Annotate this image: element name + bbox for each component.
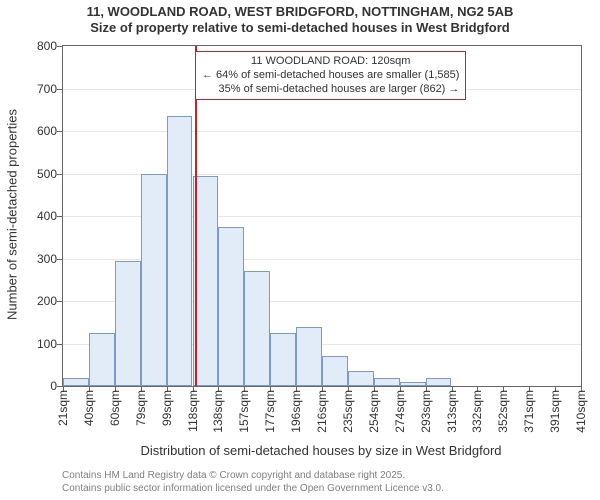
y-tick-label: 400 <box>37 209 63 223</box>
x-tick-label: 352sqm <box>496 390 510 433</box>
histogram-chart: 010020030040050060070080021sqm40sqm60sqm… <box>62 45 582 387</box>
x-tick-label: 118sqm <box>186 390 200 432</box>
x-tick-label: 274sqm <box>393 390 407 433</box>
histogram-bar <box>244 271 270 386</box>
x-tick-label: 177sqm <box>263 390 277 433</box>
histogram-bar <box>426 378 452 386</box>
annotation-line: 35% of semi-detached houses are larger (… <box>202 83 459 97</box>
attribution-line2: Contains public sector information licen… <box>62 483 444 496</box>
attribution-line1: Contains HM Land Registry data © Crown c… <box>62 470 444 483</box>
x-tick-label: 99sqm <box>160 390 174 426</box>
x-tick-label: 332sqm <box>470 390 484 433</box>
y-tick-label: 800 <box>37 39 63 53</box>
x-tick-label: 40sqm <box>82 390 96 426</box>
annotation-box: 11 WOODLAND ROAD: 120sqm← 64% of semi-de… <box>195 51 466 100</box>
y-tick-label: 300 <box>37 252 63 266</box>
x-tick-label: 216sqm <box>315 390 329 433</box>
attribution-footer: Contains HM Land Registry data © Crown c… <box>62 470 444 495</box>
x-tick-label: 138sqm <box>211 390 225 433</box>
x-tick-label: 235sqm <box>341 390 355 433</box>
y-tick-label: 100 <box>37 337 63 351</box>
x-tick-label: 157sqm <box>237 390 251 433</box>
histogram-bar <box>348 371 374 386</box>
x-tick-label: 254sqm <box>367 390 381 433</box>
chart-title-line1: 11, WOODLAND ROAD, WEST BRIDGFORD, NOTTI… <box>0 4 600 20</box>
histogram-bar <box>322 356 348 386</box>
x-tick-label: 60sqm <box>108 390 122 426</box>
x-tick-label: 391sqm <box>548 390 562 433</box>
x-tick-label: 79sqm <box>134 390 148 426</box>
x-tick-label: 313sqm <box>445 390 459 433</box>
chart-title-line2: Size of property relative to semi-detach… <box>0 20 600 36</box>
histogram-bar <box>167 116 193 386</box>
plot-area: 010020030040050060070080021sqm40sqm60sqm… <box>63 46 581 386</box>
histogram-bar <box>115 261 141 386</box>
histogram-bar <box>270 333 296 386</box>
histogram-bar <box>374 378 400 386</box>
histogram-bar <box>400 382 426 386</box>
histogram-bar <box>89 333 115 386</box>
x-tick-label: 410sqm <box>574 390 588 433</box>
y-tick-label: 700 <box>37 82 63 96</box>
x-tick-label: 196sqm <box>289 390 303 433</box>
histogram-bar <box>218 227 244 386</box>
x-tick-label: 371sqm <box>522 390 536 433</box>
y-tick-label: 600 <box>37 124 63 138</box>
y-tick-label: 200 <box>37 294 63 308</box>
histogram-bar <box>296 327 322 387</box>
histogram-bar <box>141 174 167 387</box>
x-tick-label: 21sqm <box>56 390 70 426</box>
annotation-line: 11 WOODLAND ROAD: 120sqm <box>202 55 459 69</box>
annotation-line: ← 64% of semi-detached houses are smalle… <box>202 69 459 83</box>
gridline <box>63 131 581 132</box>
histogram-bar <box>63 378 89 387</box>
y-axis-label: Number of semi-detached properties <box>5 45 20 385</box>
x-axis-label: Distribution of semi-detached houses by … <box>62 443 580 458</box>
chart-title-block: 11, WOODLAND ROAD, WEST BRIDGFORD, NOTTI… <box>0 4 600 35</box>
x-tick-label: 293sqm <box>419 390 433 433</box>
y-tick-label: 500 <box>37 167 63 181</box>
